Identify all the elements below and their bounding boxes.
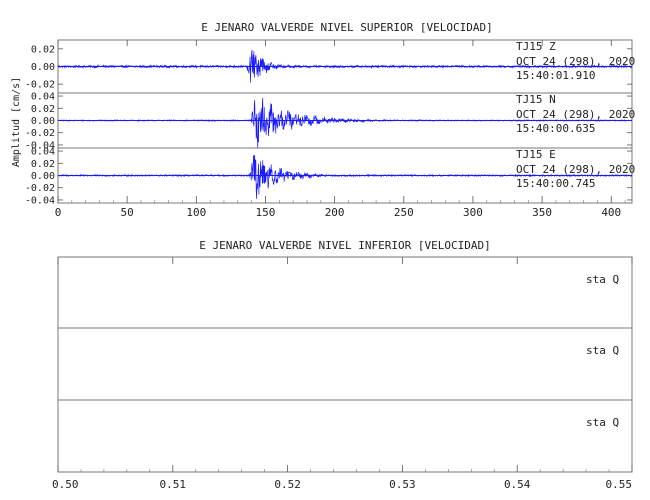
- event-time-label: 15:40:00.635: [516, 122, 595, 135]
- x-tick-label: 100: [186, 206, 206, 219]
- x-tick-label: 300: [463, 206, 483, 219]
- empty-channel-panel: sta Q: [58, 327, 632, 357]
- y-tick-label: -0.04: [25, 195, 55, 206]
- channel-panel-e: -0.04-0.020.000.020.04 TJ15 E OCT 24 (298)…: [25, 147, 635, 207]
- top-plot-frame: [57, 39, 633, 204]
- y-tick-label: 0.02: [31, 104, 55, 115]
- station-label: TJ15 N: [516, 93, 556, 106]
- channel-panel-z: -0.02 0.00 0.02 TJ15 Z OCT 24 (298), 202015:…: [25, 40, 635, 91]
- top-chart-title: E JENARO VALVERDE NIVEL SUPERIOR [VELOCI…: [201, 21, 492, 34]
- x-tick-label: 50: [121, 206, 134, 219]
- empty-channel-panel: sta Q: [586, 273, 619, 286]
- y-tick-label: 0.00: [31, 62, 55, 73]
- x-tick-label: 200: [325, 206, 345, 219]
- x-tick-label: 0.55: [606, 478, 633, 491]
- x-tick-label: 0.50: [52, 478, 79, 491]
- x-tick-label: 0.53: [389, 478, 416, 491]
- sta-q-label: sta Q: [586, 273, 619, 286]
- y-tick-label: 0.00: [31, 171, 55, 182]
- sta-q-label: sta Q: [586, 416, 619, 429]
- x-tick-label: 150: [256, 206, 276, 219]
- bottom-plot-frame: [57, 256, 633, 473]
- x-tick-label: 0.54: [504, 478, 531, 491]
- empty-channel-panel: sta Q: [58, 399, 632, 429]
- x-tick-label: 350: [532, 206, 552, 219]
- y-tick-label: -0.02: [25, 80, 55, 91]
- top-x-axis: 0 50 100 150 200 250 300 350 400: [55, 40, 626, 219]
- x-tick-label: 0: [55, 206, 62, 219]
- y-tick-label: 0.02: [31, 44, 55, 55]
- event-date-label: OCT 24 (298), 2020: [516, 108, 635, 121]
- x-tick-label: 400: [601, 206, 621, 219]
- channel-panel-n: -0.04-0.020.000.020.04 TJ15 N OCT 24 (298)…: [25, 92, 635, 152]
- top-chart-y-axis-label: Amplitud [cm/s]: [11, 77, 22, 167]
- event-date-label: OCT 24 (298), 2020: [516, 55, 635, 68]
- y-tick-label: -0.04: [25, 140, 55, 151]
- event-time-label: 15:40:00.745: [516, 177, 595, 190]
- y-tick-label: -0.02: [25, 128, 55, 139]
- y-tick-label: 0.04: [31, 147, 55, 158]
- y-tick-label: -0.02: [25, 183, 55, 194]
- x-tick-label: 0.51: [160, 478, 187, 491]
- station-label: TJ15 Z: [516, 40, 556, 53]
- event-time-label: 15:40:01.910: [516, 69, 595, 82]
- station-label: TJ15 E: [516, 148, 556, 161]
- x-tick-label: 250: [394, 206, 414, 219]
- y-tick-label: 0.00: [31, 116, 55, 127]
- event-date-label: OCT 24 (298), 2020: [516, 163, 635, 176]
- bottom-chart-title: E JENARO VALVERDE NIVEL INFERIOR [VELOCI…: [199, 239, 490, 252]
- x-tick-label: 0.52: [274, 478, 301, 491]
- y-tick-label: 0.02: [31, 159, 55, 170]
- sta-q-label: sta Q: [586, 344, 619, 357]
- y-tick-label: 0.04: [31, 92, 55, 103]
- bottom-chart: sta Q sta Q sta Q 0.50 0.51 0.52 0.53 0.54 0.55: [52, 256, 633, 491]
